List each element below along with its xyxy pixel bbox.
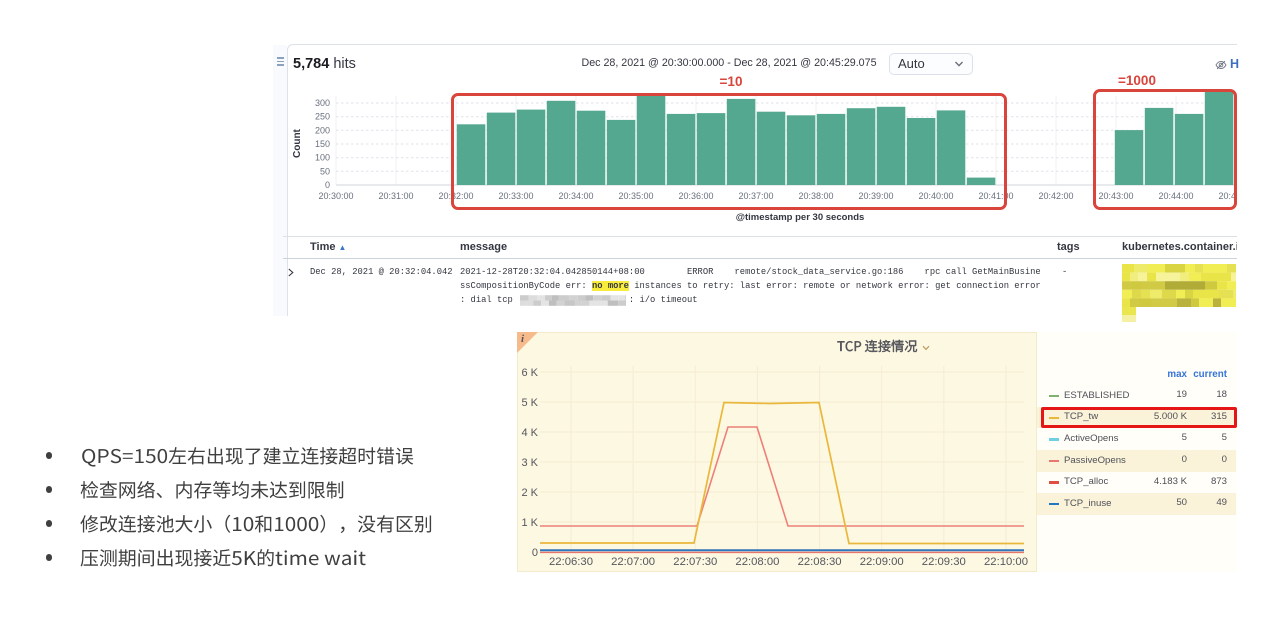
svg-text:20:33:00: 20:33:00: [498, 191, 533, 201]
svg-text:5 K: 5 K: [521, 397, 538, 409]
svg-text:20:30:00: 20:30:00: [318, 191, 353, 201]
svg-text:20:32:00: 20:32:00: [438, 191, 473, 201]
svg-text:100: 100: [315, 153, 330, 163]
svg-text:250: 250: [315, 112, 330, 122]
svg-text:50: 50: [320, 166, 330, 176]
svg-text:20:42:00: 20:42:00: [1038, 191, 1073, 201]
svg-text:0: 0: [532, 547, 538, 559]
svg-text:20:40:00: 20:40:00: [918, 191, 953, 201]
svg-text:0: 0: [325, 180, 330, 190]
svg-text:22:07:00: 22:07:00: [611, 556, 655, 568]
svg-text:22:09:30: 22:09:30: [922, 556, 966, 568]
svg-text:6 K: 6 K: [521, 367, 538, 379]
svg-text:20:45:00: 20:45:00: [1218, 191, 1237, 201]
svg-text:150: 150: [315, 139, 330, 149]
svg-text:22:06:30: 22:06:30: [549, 556, 593, 568]
svg-text:20:37:00: 20:37:00: [738, 191, 773, 201]
svg-text:20:41:00: 20:41:00: [978, 191, 1013, 201]
svg-text:300: 300: [315, 98, 330, 108]
svg-text:22:09:00: 22:09:00: [860, 556, 904, 568]
svg-text:4 K: 4 K: [521, 427, 538, 439]
svg-text:22:08:00: 22:08:00: [735, 556, 779, 568]
svg-text:20:36:00: 20:36:00: [678, 191, 713, 201]
svg-text:20:39:00: 20:39:00: [858, 191, 893, 201]
svg-text:22:10:00: 22:10:00: [984, 556, 1028, 568]
svg-text:2 K: 2 K: [521, 487, 538, 499]
svg-text:3 K: 3 K: [521, 457, 538, 469]
svg-text:20:44:00: 20:44:00: [1158, 191, 1193, 201]
svg-text:22:07:30: 22:07:30: [673, 556, 717, 568]
svg-text:20:35:00: 20:35:00: [618, 191, 653, 201]
svg-text:20:34:00: 20:34:00: [558, 191, 593, 201]
svg-text:20:38:00: 20:38:00: [798, 191, 833, 201]
svg-text:22:08:30: 22:08:30: [798, 556, 842, 568]
svg-text:20:31:00: 20:31:00: [378, 191, 413, 201]
svg-text:1 K: 1 K: [521, 517, 538, 529]
svg-text:200: 200: [315, 125, 330, 135]
svg-text:20:43:00: 20:43:00: [1098, 191, 1133, 201]
